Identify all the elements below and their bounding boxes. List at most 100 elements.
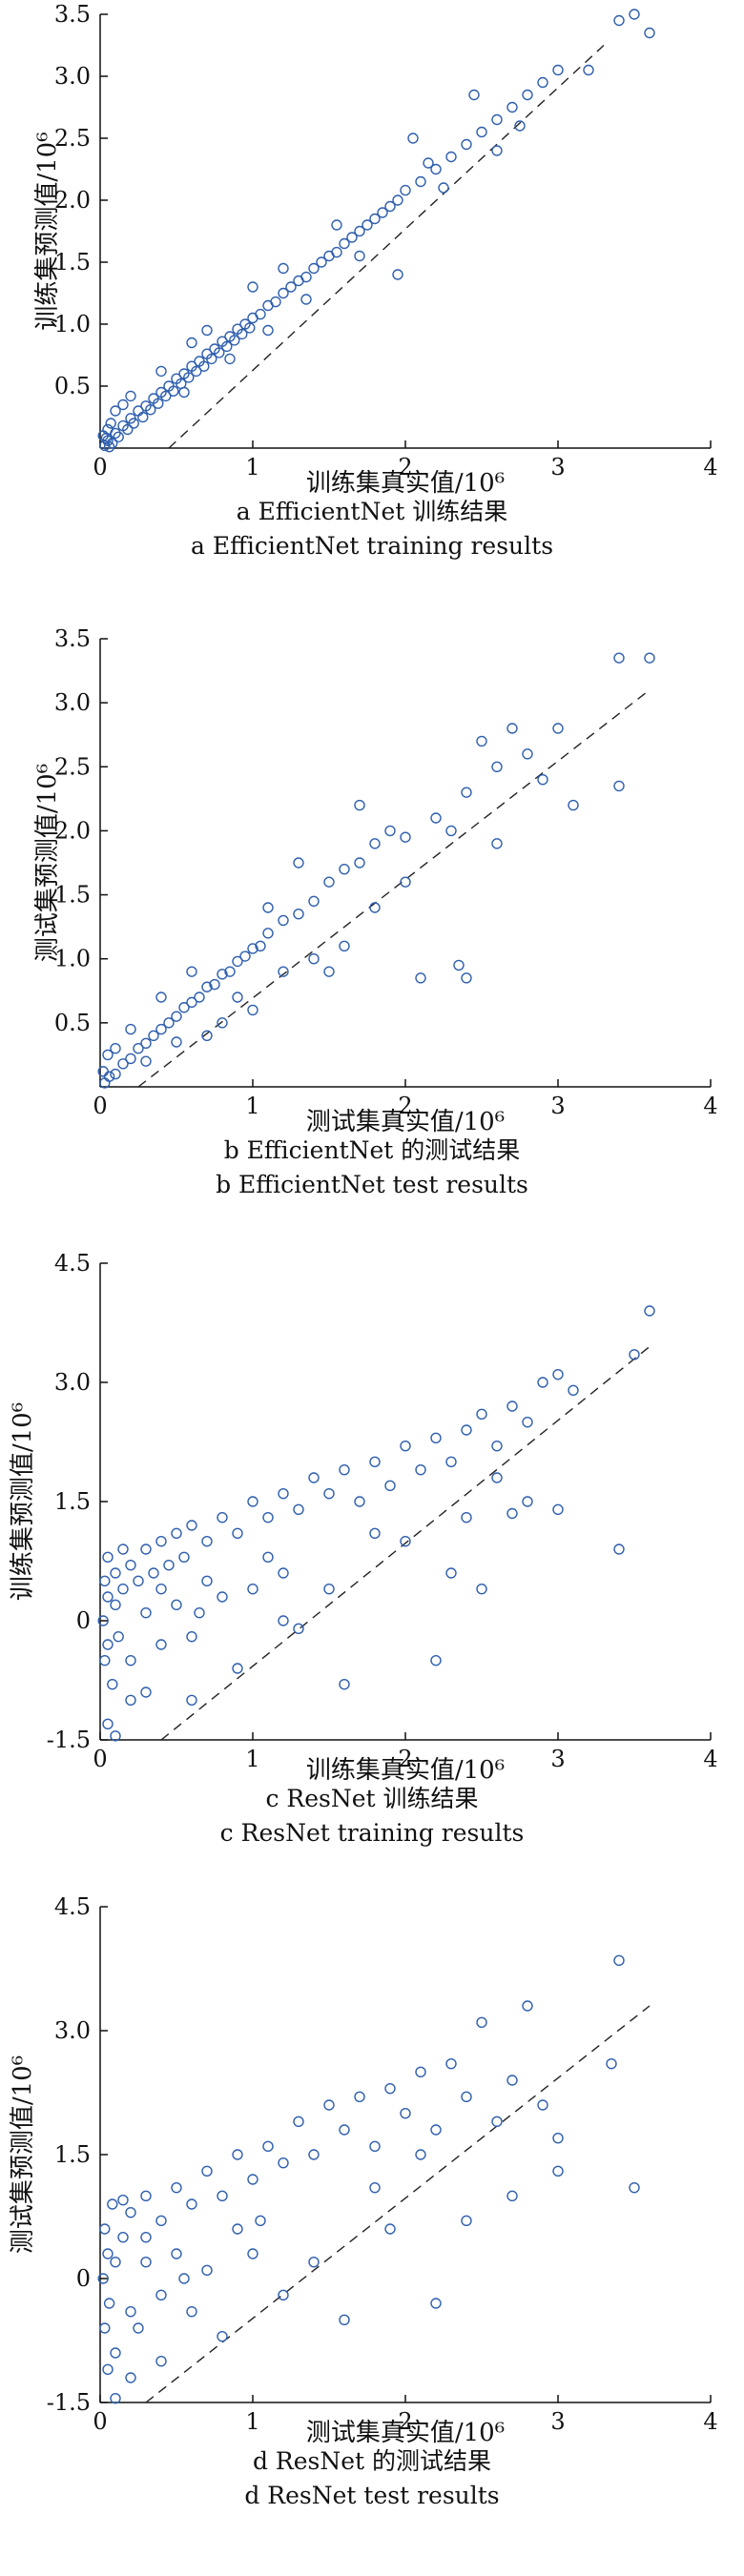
scatter-point xyxy=(400,1440,411,1452)
scatter-point xyxy=(552,1368,564,1380)
scatter-point xyxy=(491,1472,503,1483)
scatter-point xyxy=(247,1583,258,1595)
scatter-point xyxy=(247,281,258,293)
scatter-point xyxy=(155,992,167,1003)
scatter-point xyxy=(155,2215,167,2227)
scatter-point xyxy=(445,2057,457,2070)
scatter-point xyxy=(102,1639,114,1650)
scatter-point xyxy=(103,1071,115,1082)
scatter-point xyxy=(247,943,258,954)
scatter-point xyxy=(613,780,625,792)
scatter-point xyxy=(117,2231,129,2243)
scatter-point xyxy=(278,966,289,977)
scatter-point xyxy=(145,404,156,416)
scatter-point xyxy=(400,2107,411,2119)
scatter-point xyxy=(155,2289,167,2301)
scatter-point xyxy=(278,287,289,299)
scatter-point xyxy=(270,296,281,308)
panel-b: 0 1 2 3 4 0.5 1.0 1.5 2.0 2.5 3.0 3.5 测试集真实值/10⁶ 测试集预… xyxy=(0,620,744,1230)
scatter-point xyxy=(415,2149,426,2160)
scatter-point xyxy=(415,175,426,188)
scatter-point xyxy=(461,1424,472,1436)
scatter-point xyxy=(232,2223,243,2235)
scatter-point xyxy=(217,2190,228,2202)
scatter-point xyxy=(339,940,350,951)
y-tick-label: 1.5 xyxy=(54,882,91,909)
x-axis-label: 训练集真实值/10⁶ xyxy=(306,469,505,498)
scatter-point xyxy=(278,262,289,275)
scatter-point xyxy=(629,2181,640,2194)
scatter-point xyxy=(117,1058,129,1070)
scatter-point xyxy=(255,2215,266,2227)
x-tick-label: 4 xyxy=(703,1746,717,1772)
scatter-point xyxy=(133,1575,144,1587)
scatter-point xyxy=(155,2355,167,2367)
x-tick-label: 0 xyxy=(93,1746,107,1772)
scatter-point xyxy=(392,269,403,280)
y-tick-label: 2.5 xyxy=(54,125,91,152)
scatter-point xyxy=(168,385,179,397)
scatter-point xyxy=(117,1583,129,1595)
y-tick-label: -1.5 xyxy=(47,2389,91,2416)
scatter-point xyxy=(430,2298,442,2309)
scatter-point xyxy=(239,951,251,962)
scatter-point xyxy=(209,978,220,991)
scatter-point xyxy=(476,2016,487,2029)
scatter-point xyxy=(339,237,350,250)
scatter-point xyxy=(217,1591,228,1603)
scatter-point xyxy=(183,372,195,383)
y-tick-label: 0.5 xyxy=(54,373,91,399)
scatter-point xyxy=(178,1551,190,1564)
scatter-point xyxy=(461,2215,472,2227)
scatter-point xyxy=(201,1575,213,1587)
scatter-point xyxy=(354,225,365,237)
scatter-point xyxy=(97,1066,109,1077)
y-tick-label: 1.0 xyxy=(54,311,91,337)
scatter-point xyxy=(117,2194,129,2206)
scatter-point xyxy=(323,2099,335,2111)
scatter-point xyxy=(300,294,312,305)
scatter-point xyxy=(171,2248,182,2259)
scatter-point xyxy=(178,386,190,399)
scatter-point xyxy=(339,864,350,875)
y-tick-label: 3.0 xyxy=(54,2017,91,2044)
scatter-point xyxy=(110,2392,121,2404)
scatter-point xyxy=(191,365,202,378)
scatter-point xyxy=(384,2223,396,2235)
scatter-point xyxy=(461,138,472,151)
scatter-point xyxy=(247,1004,258,1016)
scatter-point xyxy=(476,1408,487,1421)
scatter-point xyxy=(262,1551,274,1564)
scatter-point xyxy=(117,1544,129,1555)
scatter-point xyxy=(293,909,304,920)
scatter-point xyxy=(160,390,172,402)
x-tick-label: 0 xyxy=(93,1093,107,1119)
y-tick-label: 2.0 xyxy=(54,187,91,214)
y-tick-label: 2.0 xyxy=(54,817,91,844)
scatter-point xyxy=(201,1030,213,1041)
scatter-point xyxy=(232,955,243,968)
scatter-point xyxy=(362,219,373,231)
y-tick-label: 4.5 xyxy=(54,1250,91,1277)
scatter-point xyxy=(125,2305,136,2318)
scatter-point xyxy=(522,1496,533,1507)
scatter-point xyxy=(102,2248,114,2259)
scatter-point xyxy=(514,120,526,132)
scatter-point xyxy=(113,1630,124,1643)
scatter-point xyxy=(552,2165,564,2177)
scatter-point xyxy=(110,1599,121,1611)
scatter-point xyxy=(224,353,236,365)
scatter-point xyxy=(308,895,320,907)
scatter-point xyxy=(506,1400,518,1412)
scatter-point xyxy=(102,1718,114,1730)
scatter-point xyxy=(247,2248,258,2259)
scatter-point xyxy=(178,2273,190,2284)
scatter-point xyxy=(186,1630,197,1643)
scatter-point xyxy=(140,1055,152,1067)
scatter-point xyxy=(232,992,243,1003)
scatter-point xyxy=(217,1017,228,1029)
scatter-point xyxy=(278,2157,289,2169)
scatter-point xyxy=(354,857,365,869)
scatter-point xyxy=(97,1615,109,1626)
scatter-point xyxy=(140,1544,152,1555)
